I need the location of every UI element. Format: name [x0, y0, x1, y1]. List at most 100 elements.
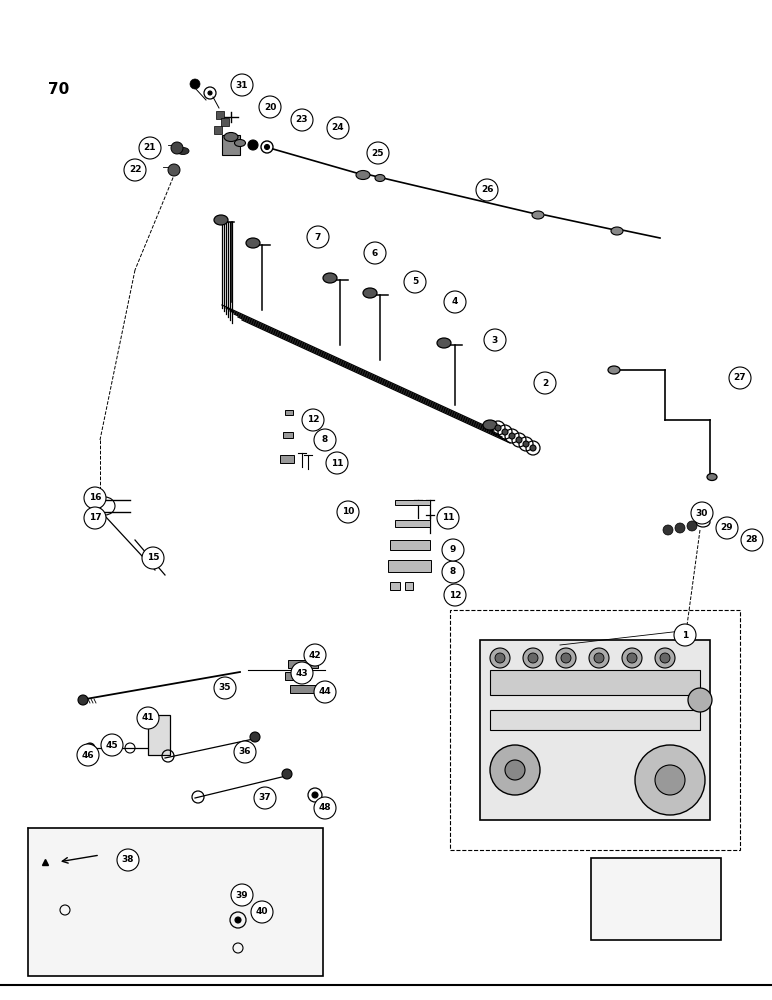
- Text: 9: 9: [450, 546, 456, 554]
- Ellipse shape: [622, 648, 642, 668]
- Text: 31: 31: [235, 81, 249, 90]
- Bar: [28, 828, 323, 976]
- Ellipse shape: [356, 170, 370, 180]
- Ellipse shape: [363, 288, 377, 298]
- Ellipse shape: [589, 648, 609, 668]
- Ellipse shape: [291, 109, 313, 131]
- Text: 16: 16: [89, 493, 101, 502]
- Ellipse shape: [483, 420, 497, 430]
- Ellipse shape: [594, 653, 604, 663]
- Text: 29: 29: [721, 524, 733, 532]
- Ellipse shape: [707, 474, 717, 481]
- Ellipse shape: [655, 765, 685, 795]
- Bar: [288, 660, 318, 668]
- Ellipse shape: [304, 644, 326, 666]
- Text: 17: 17: [89, 514, 101, 522]
- Bar: [280, 455, 294, 463]
- Bar: [405, 582, 413, 590]
- Bar: [221, 118, 229, 126]
- Ellipse shape: [139, 137, 161, 159]
- Bar: [490, 670, 700, 695]
- Ellipse shape: [444, 291, 466, 313]
- Ellipse shape: [214, 677, 236, 699]
- Ellipse shape: [367, 142, 389, 164]
- Ellipse shape: [234, 741, 256, 763]
- Ellipse shape: [246, 238, 260, 248]
- Ellipse shape: [323, 273, 337, 283]
- Bar: [395, 520, 430, 527]
- Ellipse shape: [608, 366, 620, 374]
- Ellipse shape: [523, 648, 543, 668]
- Ellipse shape: [231, 884, 253, 906]
- Ellipse shape: [476, 179, 498, 201]
- Text: 8: 8: [322, 436, 328, 444]
- Ellipse shape: [528, 653, 538, 663]
- Ellipse shape: [716, 517, 738, 539]
- Text: 20: 20: [264, 103, 276, 111]
- Text: 22: 22: [129, 165, 141, 174]
- Ellipse shape: [490, 745, 540, 795]
- Text: 2: 2: [542, 378, 548, 387]
- Ellipse shape: [375, 174, 385, 181]
- Text: 23: 23: [296, 115, 308, 124]
- Ellipse shape: [171, 142, 183, 154]
- Text: 39: 39: [235, 891, 249, 900]
- Text: 27: 27: [733, 373, 747, 382]
- Ellipse shape: [532, 211, 544, 219]
- Bar: [388, 560, 431, 572]
- Ellipse shape: [660, 653, 670, 663]
- Bar: [285, 672, 310, 680]
- Ellipse shape: [314, 429, 336, 451]
- Bar: [283, 432, 293, 438]
- Ellipse shape: [77, 744, 99, 766]
- Text: 12: 12: [306, 415, 320, 424]
- Text: 25: 25: [372, 148, 384, 157]
- Text: 10: 10: [342, 508, 354, 516]
- Text: 6: 6: [372, 248, 378, 257]
- Ellipse shape: [314, 681, 336, 703]
- Text: 48: 48: [319, 804, 331, 812]
- Ellipse shape: [561, 653, 571, 663]
- Ellipse shape: [248, 140, 258, 150]
- Bar: [285, 410, 293, 415]
- Ellipse shape: [505, 760, 525, 780]
- Ellipse shape: [635, 745, 705, 815]
- Ellipse shape: [687, 521, 697, 531]
- Bar: [222, 135, 240, 155]
- Ellipse shape: [250, 732, 260, 742]
- Text: 70: 70: [48, 82, 69, 97]
- Ellipse shape: [663, 525, 673, 535]
- Ellipse shape: [691, 502, 713, 524]
- Ellipse shape: [444, 584, 466, 606]
- Text: 44: 44: [319, 688, 331, 696]
- Ellipse shape: [688, 688, 712, 712]
- Ellipse shape: [442, 539, 464, 561]
- Ellipse shape: [224, 132, 238, 141]
- Ellipse shape: [84, 487, 106, 509]
- Ellipse shape: [231, 74, 253, 96]
- Ellipse shape: [516, 437, 522, 443]
- Text: 24: 24: [332, 123, 344, 132]
- Ellipse shape: [314, 797, 336, 819]
- Ellipse shape: [741, 529, 763, 551]
- Text: 36: 36: [239, 748, 251, 756]
- Text: 37: 37: [259, 794, 271, 802]
- Bar: [148, 715, 170, 755]
- Ellipse shape: [307, 226, 329, 248]
- Text: 5: 5: [412, 277, 418, 286]
- Text: 35: 35: [218, 684, 232, 692]
- Ellipse shape: [312, 792, 318, 798]
- Ellipse shape: [530, 445, 536, 451]
- Ellipse shape: [84, 507, 106, 529]
- Text: 3: 3: [492, 336, 498, 345]
- Ellipse shape: [235, 139, 245, 146]
- Ellipse shape: [265, 144, 269, 149]
- Ellipse shape: [302, 409, 324, 431]
- Ellipse shape: [509, 433, 515, 439]
- Ellipse shape: [556, 648, 576, 668]
- Ellipse shape: [484, 329, 506, 351]
- Text: 11: 11: [442, 514, 454, 522]
- Ellipse shape: [78, 695, 88, 705]
- Ellipse shape: [254, 787, 276, 809]
- Ellipse shape: [675, 523, 685, 533]
